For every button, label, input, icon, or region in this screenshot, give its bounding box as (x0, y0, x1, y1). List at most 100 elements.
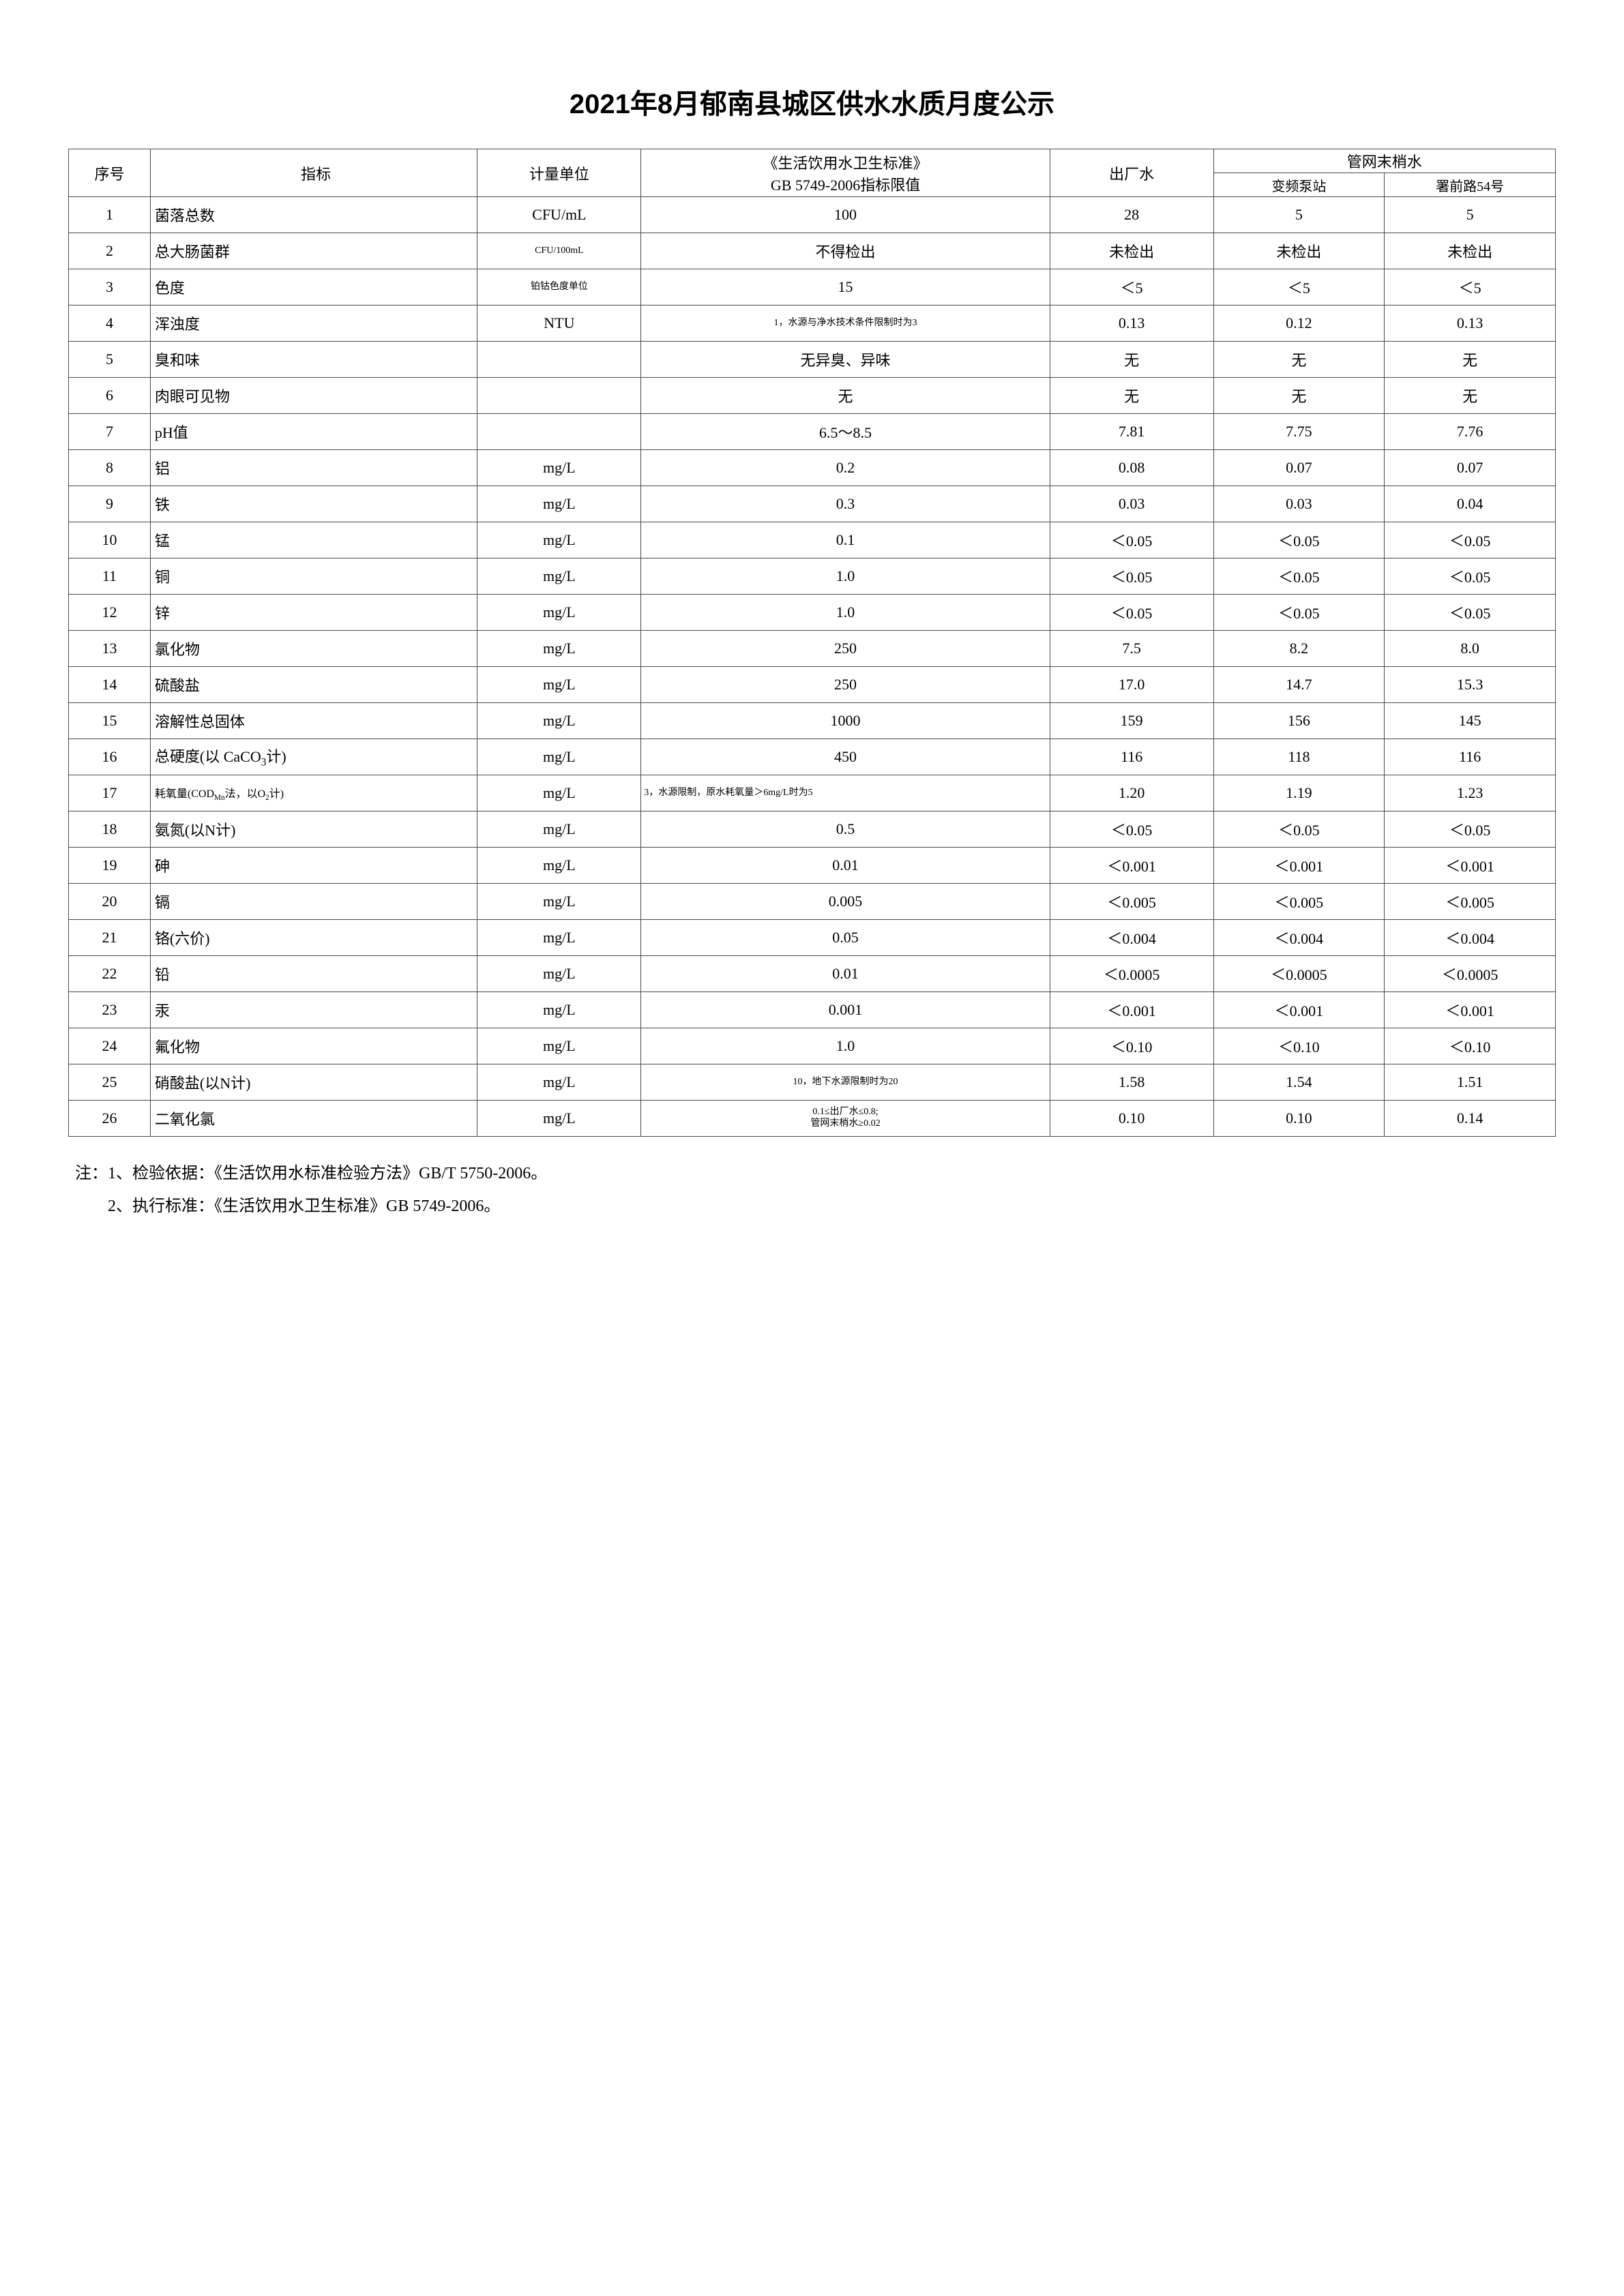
cell-indicator: 锌 (150, 595, 477, 631)
cell-indicator: 铜 (150, 558, 477, 595)
cell-indicator: 色度 (150, 269, 477, 305)
cell-indicator: 汞 (150, 992, 477, 1028)
table-row: 1菌落总数CFU/mL1002855 (69, 197, 1556, 233)
cell-standard: 10，地下水源限制时为20 (641, 1064, 1050, 1101)
cell-standard: 无异臭、异味 (641, 342, 1050, 378)
cell-factory: ＜0.05 (1050, 595, 1213, 631)
cell-seq: 19 (69, 848, 151, 884)
cell-indicator: 溶解性总固体 (150, 703, 477, 739)
cell-pipe-a: 0.10 (1213, 1101, 1385, 1137)
table-header: 序号 指标 计量单位 《生活饮用水卫生标准》 GB 5749-2006指标限值 … (69, 149, 1556, 197)
cell-seq: 24 (69, 1028, 151, 1064)
cell-indicator: 锰 (150, 522, 477, 558)
cell-pipe-a: 118 (1213, 739, 1385, 775)
cell-pipe-a: ＜0.05 (1213, 811, 1385, 848)
cell-standard: 100 (641, 197, 1050, 233)
header-standard: 《生活饮用水卫生标准》 GB 5749-2006指标限值 (641, 149, 1050, 197)
cell-standard: 0.2 (641, 450, 1050, 486)
cell-factory: 0.13 (1050, 305, 1213, 342)
cell-seq: 3 (69, 269, 151, 305)
cell-standard: 0.001 (641, 992, 1050, 1028)
cell-seq: 17 (69, 775, 151, 811)
cell-unit: mg/L (477, 667, 641, 703)
cell-pipe-b: 5 (1385, 197, 1556, 233)
cell-pipe-b: ＜0.001 (1385, 992, 1556, 1028)
cell-pipe-b: 未检出 (1385, 233, 1556, 269)
cell-unit: mg/L (477, 450, 641, 486)
header-unit: 计量单位 (477, 149, 641, 197)
cell-standard: 1.0 (641, 558, 1050, 595)
cell-pipe-a: ＜5 (1213, 269, 1385, 305)
cell-indicator: 镉 (150, 884, 477, 920)
cell-indicator: 耗氧量(CODMn法，以O2计) (150, 775, 477, 811)
cell-standard: 0.1 (641, 522, 1050, 558)
cell-factory: ＜0.05 (1050, 522, 1213, 558)
cell-pipe-a: 无 (1213, 342, 1385, 378)
cell-standard: 1000 (641, 703, 1050, 739)
cell-pipe-b: 0.07 (1385, 450, 1556, 486)
cell-standard: 1.0 (641, 595, 1050, 631)
cell-pipe-a: 未检出 (1213, 233, 1385, 269)
table-row: 16总硬度(以 CaCO3计)mg/L450116118116 (69, 739, 1556, 775)
cell-seq: 23 (69, 992, 151, 1028)
cell-pipe-a: 0.07 (1213, 450, 1385, 486)
table-row: 11铜mg/L1.0＜0.05＜0.05＜0.05 (69, 558, 1556, 595)
cell-unit (477, 342, 641, 378)
cell-unit: mg/L (477, 1028, 641, 1064)
cell-pipe-b: 0.04 (1385, 486, 1556, 522)
cell-seq: 22 (69, 956, 151, 992)
cell-seq: 14 (69, 667, 151, 703)
cell-pipe-a: 156 (1213, 703, 1385, 739)
cell-unit: mg/L (477, 703, 641, 739)
table-row: 4浑浊度NTU1，水源与净水技术条件限制时为30.130.120.13 (69, 305, 1556, 342)
cell-unit: mg/L (477, 992, 641, 1028)
cell-unit: mg/L (477, 631, 641, 667)
cell-pipe-a: 8.2 (1213, 631, 1385, 667)
cell-unit: CFU/100mL (477, 233, 641, 269)
table-row: 17耗氧量(CODMn法，以O2计)mg/L3，水源限制，原水耗氧量＞6mg/L… (69, 775, 1556, 811)
cell-pipe-b: 8.0 (1385, 631, 1556, 667)
cell-indicator: 浑浊度 (150, 305, 477, 342)
note-line: 注：1、检验依据：《生活饮用水标准检验方法》GB/T 5750-2006。 (75, 1157, 1556, 1190)
cell-seq: 9 (69, 486, 151, 522)
cell-factory: 17.0 (1050, 667, 1213, 703)
cell-unit: mg/L (477, 1101, 641, 1137)
cell-indicator: 氨氮(以N计) (150, 811, 477, 848)
cell-seq: 2 (69, 233, 151, 269)
cell-unit: mg/L (477, 920, 641, 956)
cell-pipe-a: ＜0.001 (1213, 992, 1385, 1028)
cell-factory: ＜0.10 (1050, 1028, 1213, 1064)
cell-pipe-a: ＜0.10 (1213, 1028, 1385, 1064)
cell-pipe-b: ＜5 (1385, 269, 1556, 305)
cell-unit: 铂钴色度单位 (477, 269, 641, 305)
table-row: 10锰mg/L0.1＜0.05＜0.05＜0.05 (69, 522, 1556, 558)
cell-factory: ＜0.004 (1050, 920, 1213, 956)
page-title: 2021年8月郁南县城区供水水质月度公示 (68, 82, 1556, 121)
cell-standard: 250 (641, 631, 1050, 667)
cell-seq: 21 (69, 920, 151, 956)
cell-pipe-a: ＜0.0005 (1213, 956, 1385, 992)
cell-indicator: 铁 (150, 486, 477, 522)
cell-indicator: 硫酸盐 (150, 667, 477, 703)
cell-factory: 无 (1050, 342, 1213, 378)
cell-pipe-b: 0.14 (1385, 1101, 1556, 1137)
cell-factory: 无 (1050, 378, 1213, 414)
cell-indicator: 砷 (150, 848, 477, 884)
table-row: 20镉mg/L0.005＜0.005＜0.005＜0.005 (69, 884, 1556, 920)
cell-pipe-b: ＜0.05 (1385, 595, 1556, 631)
cell-standard: 1.0 (641, 1028, 1050, 1064)
header-pipe-a: 变频泵站 (1213, 173, 1385, 197)
cell-pipe-a: ＜0.05 (1213, 595, 1385, 631)
cell-seq: 10 (69, 522, 151, 558)
cell-factory: ＜0.001 (1050, 848, 1213, 884)
cell-standard: 0.5 (641, 811, 1050, 848)
cell-seq: 12 (69, 595, 151, 631)
cell-seq: 11 (69, 558, 151, 595)
table-row: 9铁mg/L0.30.030.030.04 (69, 486, 1556, 522)
cell-unit: mg/L (477, 884, 641, 920)
table-row: 21铬(六价)mg/L0.05＜0.004＜0.004＜0.004 (69, 920, 1556, 956)
cell-indicator: 铅 (150, 956, 477, 992)
cell-indicator: 氟化物 (150, 1028, 477, 1064)
table-row: 6肉眼可见物无无无无 (69, 378, 1556, 414)
cell-factory: 28 (1050, 197, 1213, 233)
